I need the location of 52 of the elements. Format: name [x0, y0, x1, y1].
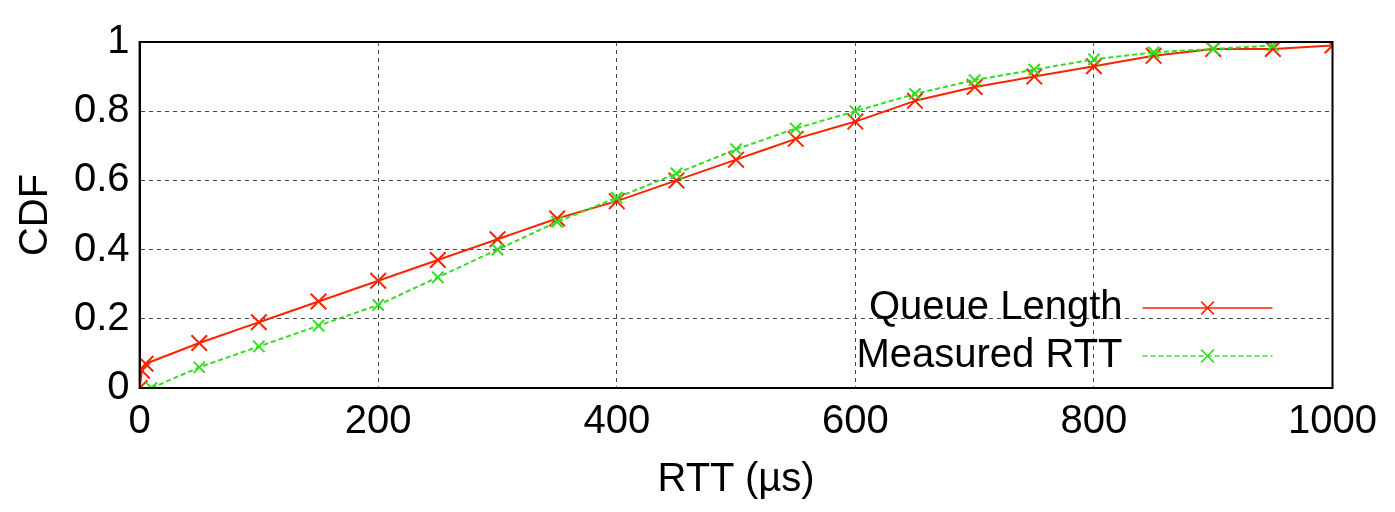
x-tick-label: 200: [344, 397, 412, 442]
point: [610, 191, 624, 205]
point: [139, 355, 155, 373]
point: [1144, 47, 1163, 65]
point: [1146, 45, 1161, 60]
point: [1027, 63, 1041, 77]
point: [965, 78, 984, 96]
point: [789, 121, 803, 136]
point: [669, 166, 684, 181]
point: [1087, 52, 1101, 66]
legend-label: Measured RTT: [856, 331, 1123, 376]
point: [192, 360, 206, 374]
point: [190, 334, 209, 352]
point: [369, 271, 387, 290]
x-tick-label: 1000: [1288, 397, 1377, 442]
y-tick-label: 1: [107, 17, 130, 62]
point: [250, 313, 268, 332]
point: [252, 339, 266, 354]
point: [607, 192, 626, 210]
point: [729, 142, 743, 156]
y-tick-label: 0.8: [74, 86, 130, 131]
point: [431, 270, 445, 284]
y-tick-label: 0.6: [74, 155, 130, 200]
legend-label: Queue Length: [868, 283, 1123, 328]
point: [667, 171, 686, 190]
x-axis-title: RTT (µs): [657, 455, 815, 500]
point: [906, 92, 924, 110]
y-axis-title: CDF: [11, 173, 56, 257]
point: [786, 130, 805, 148]
x-tick-label: 600: [821, 397, 889, 442]
point: [1264, 42, 1282, 58]
point: [727, 150, 745, 169]
point: [550, 215, 564, 229]
point: [1025, 67, 1044, 86]
x-tick-label: 400: [583, 397, 651, 442]
y-tick-label: 0.4: [74, 224, 130, 269]
point: [908, 87, 922, 101]
point: [371, 298, 385, 312]
y-tick-label: 0.2: [74, 293, 130, 338]
point: [311, 319, 326, 333]
point: [309, 292, 328, 311]
x-tick-label: 800: [1060, 397, 1128, 442]
point: [1085, 57, 1103, 75]
y-tick-label: 0: [107, 363, 130, 408]
point: [429, 251, 447, 269]
point: [967, 73, 982, 87]
point: [490, 242, 505, 257]
point: [488, 230, 507, 248]
point: [846, 112, 865, 131]
point: [848, 104, 862, 118]
point: [548, 209, 566, 228]
point: [1266, 42, 1280, 53]
